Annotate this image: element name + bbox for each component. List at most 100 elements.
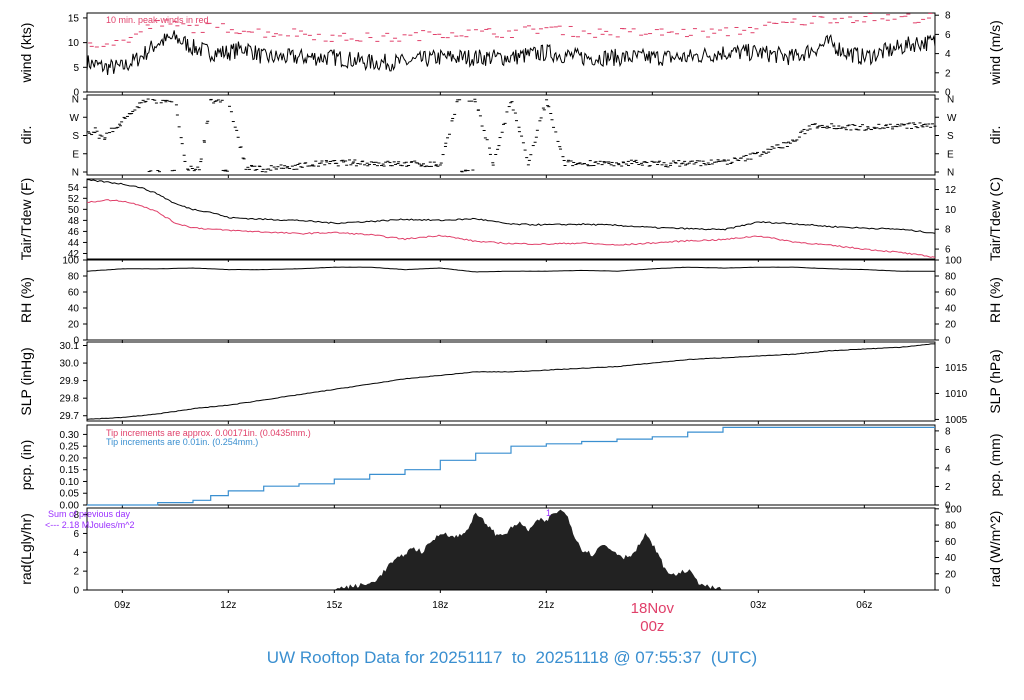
x-tick-label: 21z [538, 600, 554, 611]
panel-frame-dir [86, 94, 936, 176]
left-axis-title-pcp: pcp. (in) [18, 440, 34, 491]
series-line-wind [86, 30, 936, 76]
annotation-sum-prev-day: Sum of previous day [48, 509, 131, 519]
annotation-one: 1 [546, 508, 551, 518]
left-axis-title-wind: wind (kts) [18, 23, 34, 84]
y-tick-label: 60 [945, 537, 957, 548]
y-tick-label: 10 [68, 38, 80, 49]
panel-frame-pcp [86, 424, 936, 506]
y-tick-label: 80 [945, 521, 957, 532]
right-axis-title-wind: wind (m/s) [987, 20, 1003, 86]
y-tick-label: 0.30 [60, 430, 80, 441]
y-tick-label: 8 [945, 225, 951, 236]
series-line-pcp [87, 426, 935, 506]
y-tick-label: 5 [73, 63, 79, 74]
y-tick-label: 15 [68, 13, 80, 24]
y-tick-label: 0 [945, 336, 951, 347]
y-tick-label: 48 [68, 216, 80, 227]
right-axis-title-rh: RH (%) [987, 277, 1003, 323]
y-tick-label: 0.25 [60, 442, 80, 453]
y-tick-label: 0.05 [60, 489, 80, 500]
panel-frame-slp [86, 341, 936, 422]
y-tick-label: 2 [945, 482, 951, 493]
y-tick-label: S [72, 131, 79, 142]
series-area-rad [334, 509, 723, 591]
x-tick-label: 06z [856, 600, 872, 611]
y-tick-label: 30.1 [60, 341, 80, 352]
y-tick-label: 8 [73, 510, 79, 521]
y-tick-label: 2 [945, 68, 951, 79]
y-tick-label: 42 [68, 249, 80, 260]
y-tick-label: 0 [73, 336, 79, 347]
y-tick-label: 100 [945, 504, 962, 515]
y-tick-label: 2 [73, 567, 79, 578]
annotation-tip-exact: Tip increments are 0.01in. (0.254mm.) [106, 437, 258, 447]
left-axis-title-rh: RH (%) [18, 277, 34, 323]
y-tick-label: 20 [68, 320, 80, 331]
annotation-tip-approx: Tip increments are approx. 0.00171in. (0… [106, 428, 311, 438]
y-tick-label: 4 [73, 548, 79, 559]
left-axis-title-temp: Tair/Tdew (F) [18, 178, 34, 260]
y-tick-label: 8 [945, 426, 951, 437]
y-tick-label: 1010 [945, 389, 968, 400]
y-tick-label: 100 [62, 256, 79, 267]
y-tick-label: 0.15 [60, 465, 80, 476]
y-tick-label: N [72, 168, 79, 179]
y-tick-label: 54 [68, 183, 80, 194]
y-tick-label: 40 [68, 304, 80, 315]
right-axis-title-dir: dir. [987, 126, 1003, 145]
y-tick-label: 12 [945, 185, 957, 196]
y-tick-label: N [947, 95, 954, 106]
annotation-peak-winds: 10 min. peak-winds in red [106, 15, 209, 25]
y-tick-label: 60 [945, 288, 957, 299]
y-tick-label: 10 [945, 205, 957, 216]
y-tick-label: N [947, 168, 954, 179]
right-axis-title-rad: rad (W/m^2) [987, 511, 1003, 588]
y-tick-label: 0.20 [60, 453, 80, 464]
panel-frame-wind [86, 12, 936, 93]
y-tick-label: 60 [68, 288, 80, 299]
y-tick-label: S [947, 131, 954, 142]
footer-title: UW Rooftop Data for 20251117 to 20251118… [266, 648, 758, 667]
panel-frame-temp [86, 178, 936, 260]
y-tick-label: 6 [945, 245, 951, 256]
y-tick-label: 8 [945, 11, 951, 22]
y-tick-label: 0 [945, 501, 951, 512]
y-tick-label: W [947, 113, 957, 124]
y-tick-label: 80 [945, 272, 957, 283]
y-tick-label: 100 [945, 256, 962, 267]
y-tick-label: 20 [945, 320, 957, 331]
y-tick-label: 50 [68, 205, 80, 216]
y-tick-label: 30.0 [60, 359, 80, 370]
panel-frame-rh [86, 259, 936, 341]
y-tick-label: 29.8 [60, 394, 80, 405]
y-tick-label: 80 [68, 272, 80, 283]
y-tick-label: 40 [945, 553, 957, 564]
y-tick-label: E [947, 149, 954, 160]
y-tick-label: 1005 [945, 415, 968, 426]
x-date-sub-label: 00z [640, 618, 664, 635]
x-tick-label: 09z [114, 600, 130, 611]
y-tick-label: 1015 [945, 363, 968, 374]
y-tick-label: N [72, 95, 79, 106]
series-line-tdew [86, 199, 936, 259]
series-line-tair [86, 179, 936, 234]
series-line-rh [86, 266, 935, 273]
right-axis-title-slp: SLP (hPa) [987, 349, 1003, 413]
left-axis-title-dir: dir. [18, 126, 34, 145]
y-tick-label: E [72, 149, 79, 160]
y-tick-label: 6 [945, 445, 951, 456]
y-tick-label: 0.00 [60, 501, 80, 512]
right-axis-title-temp: Tair/Tdew (C) [987, 177, 1003, 261]
left-axis-title-rad: rad(Lgly/hr) [18, 513, 34, 585]
x-date-label: 18Nov [631, 600, 675, 617]
y-tick-label: 46 [68, 227, 80, 238]
right-axis-title-pcp: pcp. (mm) [987, 434, 1003, 497]
x-tick-label: 12z [220, 600, 236, 611]
x-tick-label: 03z [750, 600, 766, 611]
y-tick-label: 40 [945, 304, 957, 315]
y-tick-label: 0 [945, 88, 951, 99]
annotation-mjoules: <--- 2.18 MJoules/m^2 [45, 520, 135, 530]
y-tick-label: 20 [945, 569, 957, 580]
y-tick-label: 0.10 [60, 477, 80, 488]
